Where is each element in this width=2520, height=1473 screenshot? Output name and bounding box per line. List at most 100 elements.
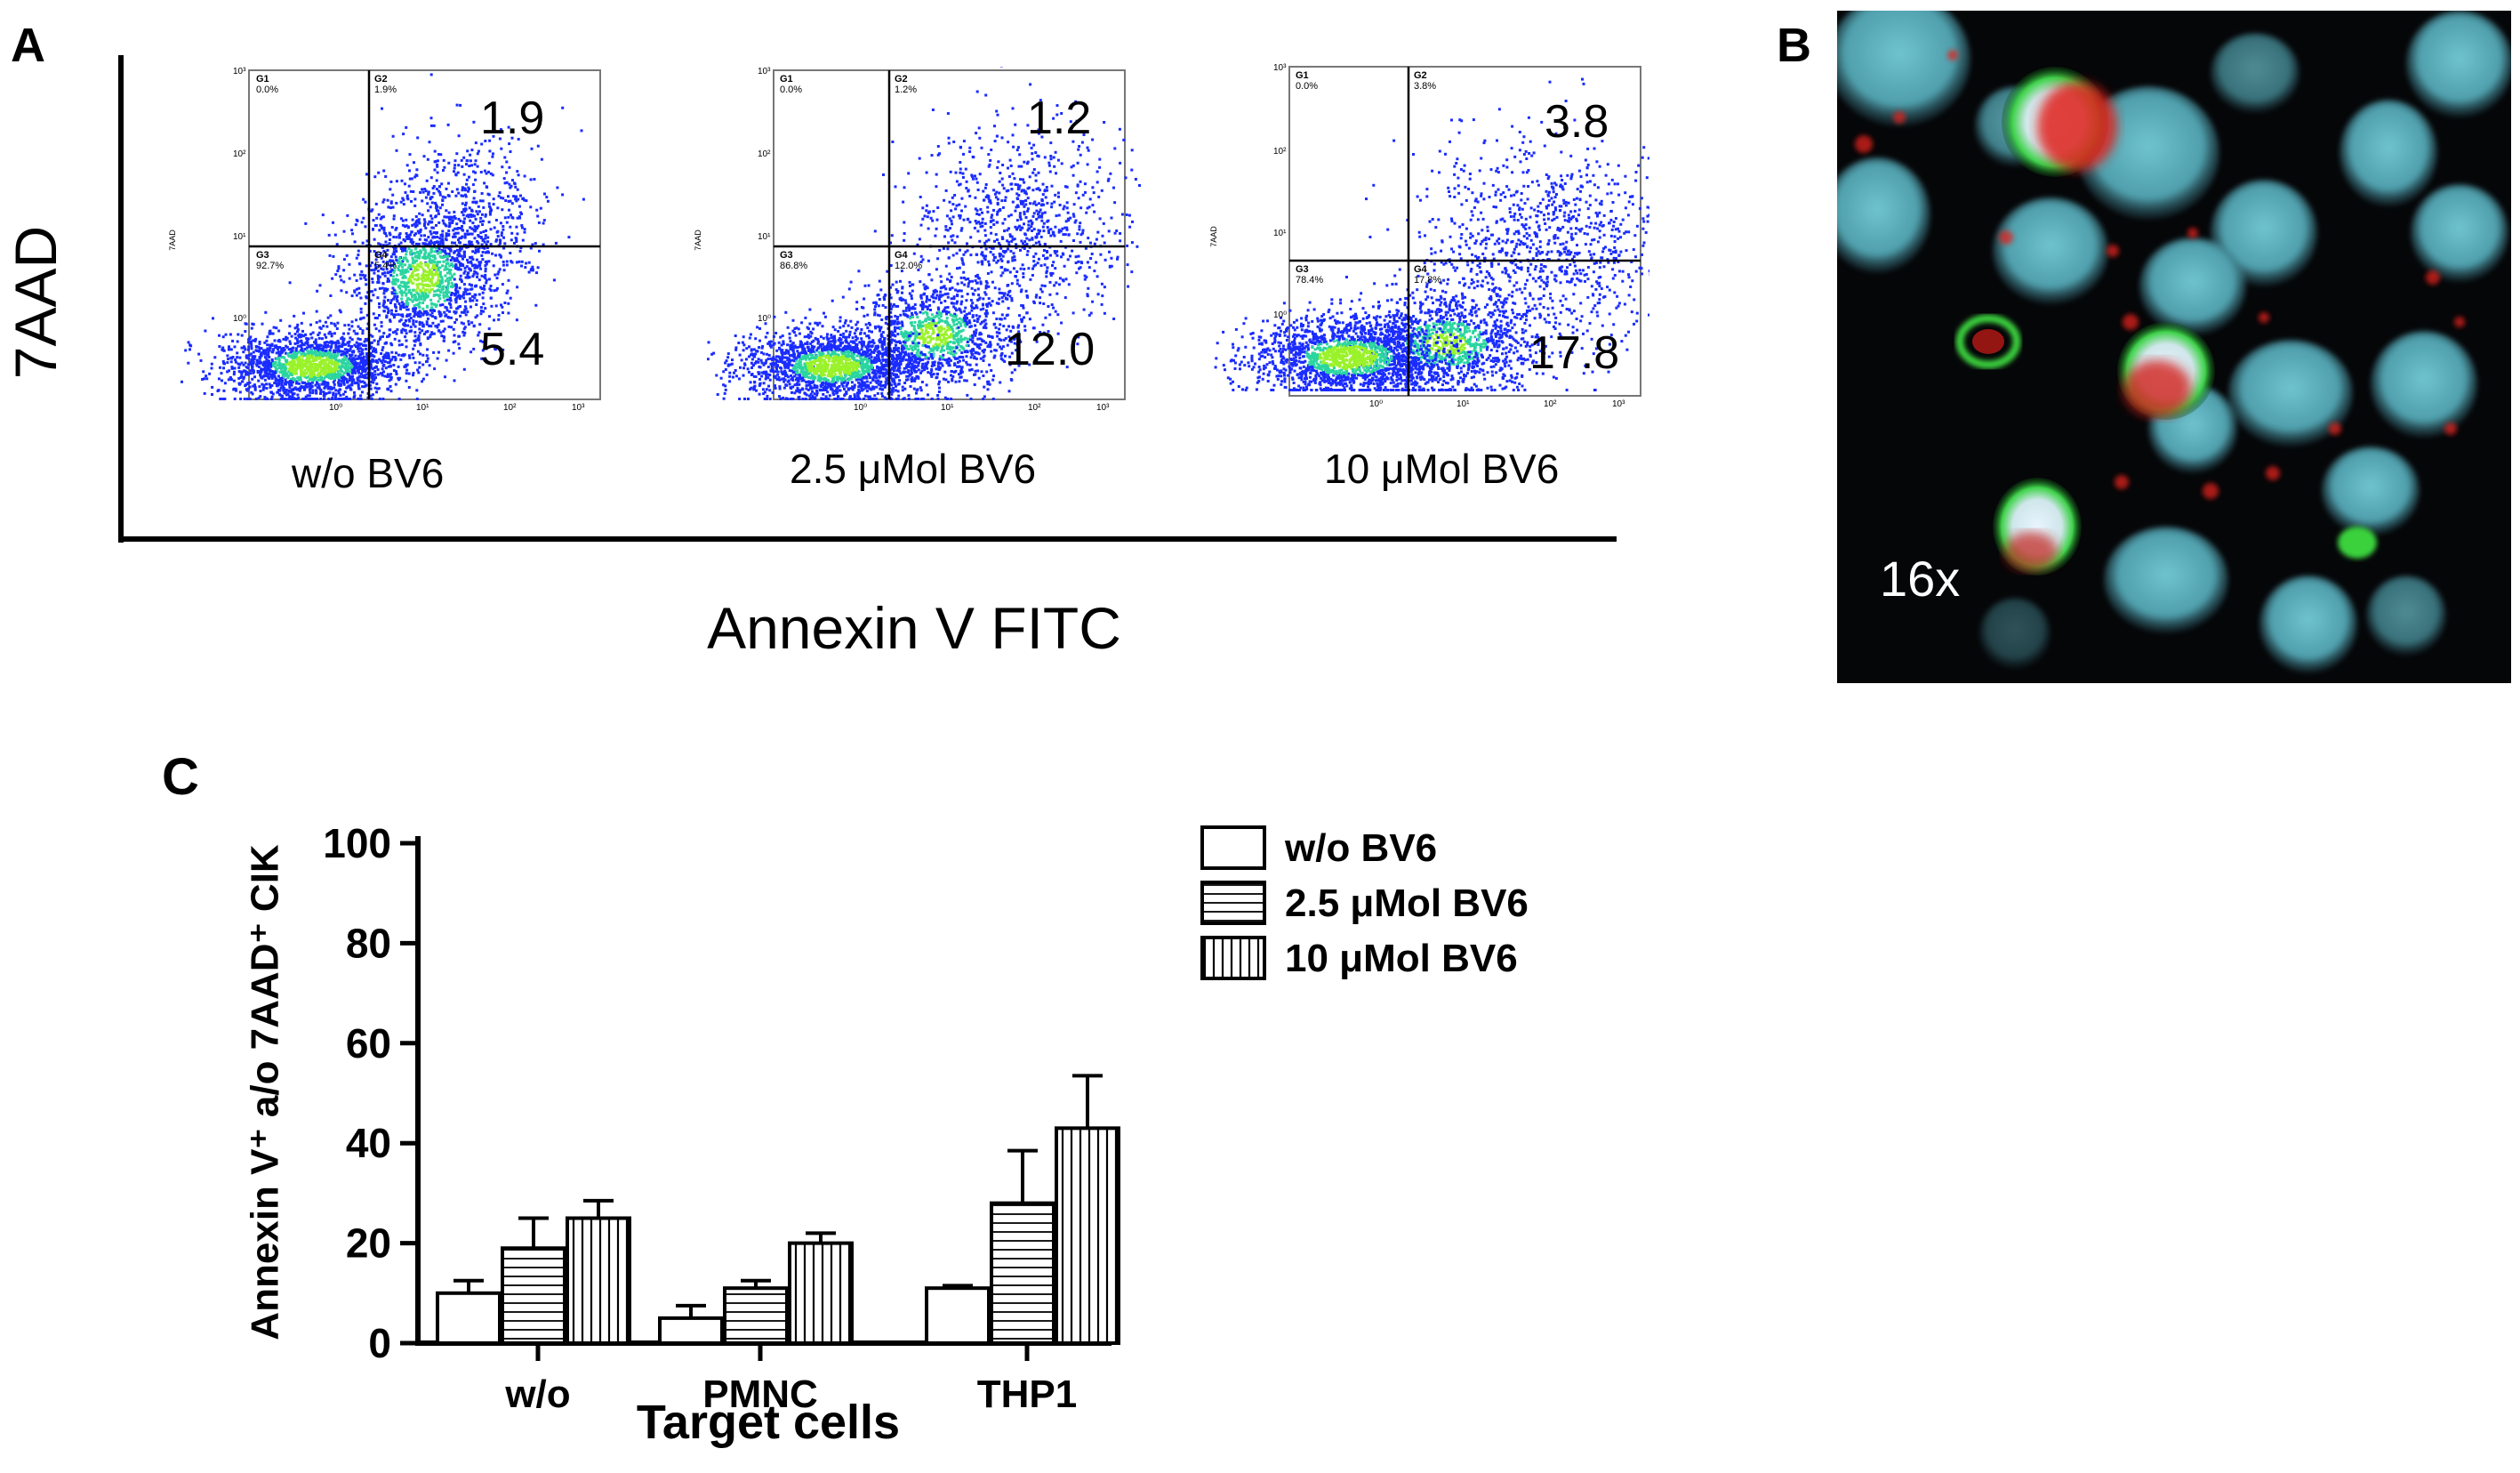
facs-event-dot	[425, 285, 429, 287]
facs-event-dot	[469, 226, 472, 229]
facs-event-dot	[447, 253, 451, 255]
facs-event-dot	[427, 193, 430, 197]
facs-event-dot	[393, 356, 397, 359]
facs-event-dot	[330, 332, 333, 335]
facs-event-dot	[309, 333, 313, 336]
facs-event-dot	[451, 215, 454, 219]
facs-event-dot	[510, 213, 512, 217]
facs-event-dot	[1092, 191, 1095, 195]
facs-event-dot	[943, 293, 947, 296]
facs-event-dot	[453, 235, 457, 238]
facs-event-dot	[487, 221, 491, 224]
facs-event-dot	[959, 324, 963, 327]
facs-event-dot	[1026, 207, 1030, 211]
facs-event-dot	[968, 363, 972, 366]
facs-event-dot	[364, 278, 367, 281]
facs-event-dot	[411, 270, 414, 274]
gate-g4: G4 5.4%	[374, 250, 397, 271]
facs-event-dot	[442, 291, 445, 294]
facs-event-dot	[930, 278, 934, 282]
facs-event-dot	[373, 175, 377, 179]
facs-event-dot	[980, 370, 983, 374]
facs-event-dot	[345, 349, 349, 352]
facs-event-dot	[357, 357, 361, 360]
facs-event-dot	[910, 367, 913, 371]
facs-event-dot	[381, 215, 384, 219]
facs-event-dot	[1035, 209, 1039, 213]
facs-event-dot	[317, 356, 320, 359]
facs-event-dot	[317, 372, 320, 375]
facs-event-dot	[346, 381, 349, 384]
facs-event-dot	[439, 319, 443, 323]
facs-event-dot	[982, 307, 985, 310]
facs-event-dot	[442, 339, 445, 342]
facs-event-dot	[417, 293, 421, 296]
facs-event-dot	[481, 246, 485, 249]
facs-event-dot	[381, 272, 384, 276]
facs-event-dot	[968, 146, 972, 149]
facs-event-dot	[960, 227, 964, 230]
facs-event-dot	[443, 268, 446, 271]
facs-event-dot	[1086, 293, 1089, 296]
facs-event-dot	[229, 360, 233, 364]
facs-event-dot	[1019, 218, 1023, 221]
facs-event-dot	[460, 237, 463, 239]
facs-event-dot	[935, 268, 938, 271]
facs-event-dot	[445, 266, 448, 270]
facs-event-dot	[457, 191, 461, 195]
facs-event-dot	[421, 325, 425, 328]
facs-event-dot	[445, 187, 448, 190]
facs-event-dot	[245, 398, 249, 400]
facs-event-dot	[903, 221, 906, 224]
facs-event-dot	[959, 367, 963, 371]
facs-event-dot	[890, 234, 894, 237]
facs-event-dot	[1049, 157, 1053, 161]
facs-event-dot	[1085, 276, 1088, 279]
facs-event-dot	[417, 339, 421, 342]
facs-event-dot	[430, 201, 434, 205]
facs-event-dot	[352, 329, 356, 333]
facs-event-dot	[437, 350, 440, 354]
facs-event-dot	[396, 279, 399, 283]
facs-event-dot	[309, 360, 312, 364]
facs-event-dot	[443, 327, 446, 331]
facs-event-dot	[1103, 311, 1106, 315]
facs-event-dot	[435, 246, 438, 249]
facs-event-dot	[487, 327, 491, 331]
facs-event-dot	[394, 330, 397, 334]
facs-event-dot	[347, 365, 350, 368]
facs-event-dot	[361, 351, 365, 355]
facs-event-dot	[293, 342, 297, 345]
facs-event-dot	[1074, 100, 1078, 103]
facs-event-dot	[245, 389, 249, 392]
facs-event-dot	[189, 343, 192, 347]
facs-event-dot	[309, 323, 312, 326]
facs-event-dot	[1082, 133, 1086, 136]
facs-event-dot	[954, 334, 958, 338]
facs-event-dot	[995, 318, 999, 320]
facs-event-dot	[309, 351, 312, 355]
facs-event-dot	[357, 375, 361, 379]
facs-event-dot	[309, 386, 312, 390]
facs-event-dot	[336, 350, 340, 354]
facs-event-dot	[1053, 234, 1056, 237]
facs-event-dot	[1016, 183, 1019, 187]
facs-event-dot	[455, 307, 459, 310]
facs-event-dot	[321, 368, 325, 372]
facs-event-dot	[386, 287, 389, 291]
facs-event-dot	[503, 302, 507, 304]
facs-event-dot	[423, 221, 427, 224]
facs-event-dot	[402, 203, 405, 206]
facs-event-dot	[419, 251, 422, 254]
facs-event-dot	[942, 344, 945, 348]
facs-event-dot	[442, 158, 445, 162]
facs-event-dot	[1087, 286, 1090, 290]
facs-event-dot	[407, 237, 411, 240]
facs-event-dot	[412, 310, 415, 313]
facs-event-dot	[1059, 229, 1063, 233]
facs-event-dot	[420, 311, 423, 315]
facs-event-dot	[936, 394, 940, 397]
facs-event-dot	[1089, 257, 1093, 260]
facs-event-dot	[984, 196, 988, 198]
facs-event-dot	[393, 269, 397, 272]
